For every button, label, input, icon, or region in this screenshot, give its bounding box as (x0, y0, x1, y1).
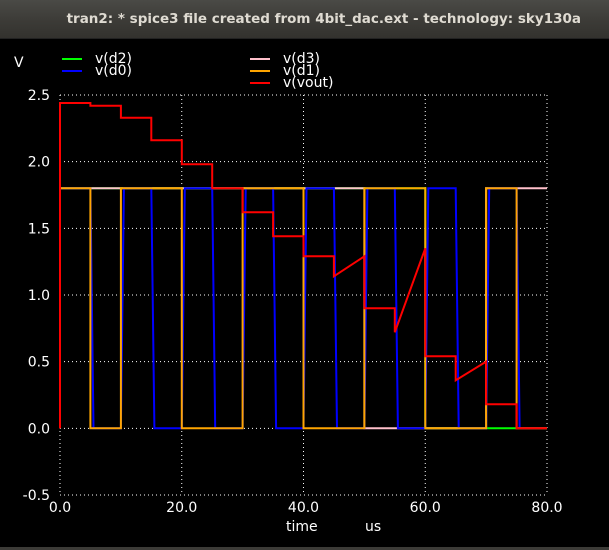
y-tick-label: 1.0 (28, 288, 50, 304)
series-vd1-trace (59, 187, 547, 430)
legend-label: v(d0) (95, 63, 132, 79)
legend-label: v(vout) (283, 75, 333, 91)
title-bar[interactable]: tran2: * spice3 file created from 4bit_d… (0, 0, 609, 39)
legend-label: v(d3) (283, 51, 320, 67)
y-tick-label: -0.5 (23, 488, 50, 504)
series-traces (59, 102, 547, 430)
y-axis-label: V (14, 55, 24, 71)
legend-label: v(d1) (283, 63, 320, 79)
legend-label: v(d2) (95, 51, 132, 67)
window-bottom-border (0, 547, 609, 550)
legend: v(d2)v(d0) v(d3)v(d1)v(vout) (62, 51, 333, 91)
x-axis-unit: us (365, 519, 381, 535)
grid: -0.50.00.51.01.52.02.50.0 20.0 40.0 60.0 80.… (23, 88, 563, 516)
x-tick-label: 40.0 (288, 500, 319, 516)
y-tick-label: 0.0 (28, 421, 50, 437)
plot-area[interactable]: -0.5 0.0 0.5 1.0 1.5 2.0 2.5 0.0 20.0 40.0 60.0 80.… (0, 39, 609, 550)
y-tick-label: 1.5 (28, 221, 50, 237)
x-tick-label: 80.0 (531, 500, 562, 516)
x-tick-label: 60.0 (410, 500, 441, 516)
y-tick-label: 2.0 (28, 155, 50, 171)
y-tick-label: 0.5 (28, 355, 50, 371)
window-title: tran2: * spice3 file created from 4bit_d… (66, 11, 581, 27)
x-axis-label: time (286, 519, 318, 535)
y-tick-label: 2.5 (28, 88, 50, 104)
axis-labels: V time us (14, 55, 381, 535)
x-tick-label: 0.0 (49, 500, 71, 516)
x-tick-label: 20.0 (166, 500, 197, 516)
waveform-chart[interactable]: -0.50.00.51.01.52.02.50.0 20.0 40.0 60.0 80.… (0, 39, 609, 550)
series-vvout-trace (59, 102, 547, 430)
